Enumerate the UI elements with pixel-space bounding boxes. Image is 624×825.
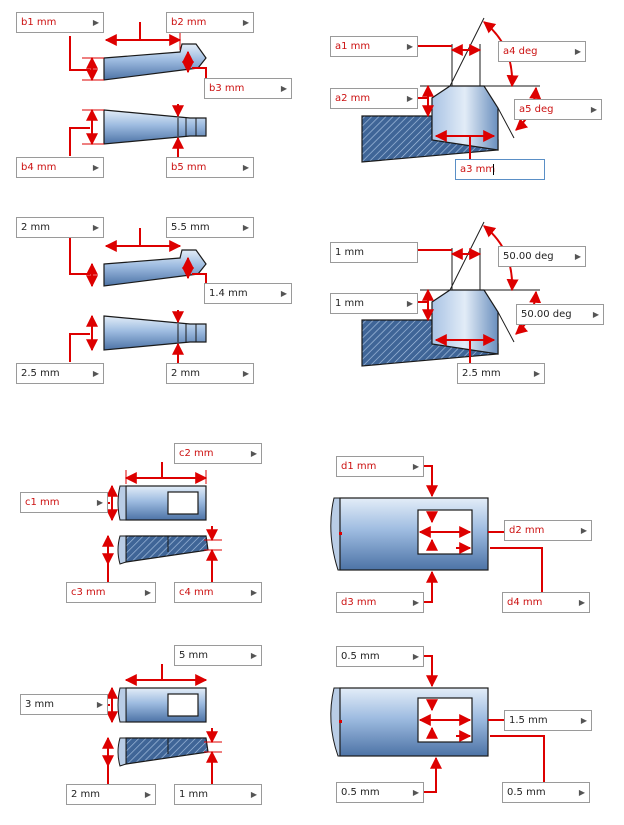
chevron-right-icon[interactable]: ▶	[242, 223, 250, 232]
chevron-right-icon[interactable]: ▶	[96, 498, 104, 507]
a-diagram-bottom	[361, 221, 542, 367]
chevron-right-icon[interactable]: ▶	[242, 18, 250, 27]
a4-label-field[interactable]: a4 deg ▶	[498, 41, 586, 62]
chevron-right-icon[interactable]: ▶	[92, 163, 100, 172]
b1-value-field[interactable]: 2 mm ▶	[16, 217, 104, 238]
chevron-right-icon[interactable]: ▶	[250, 588, 258, 597]
chevron-right-icon[interactable]: ▶	[578, 788, 586, 797]
c-diagram-bottom	[98, 664, 222, 784]
chevron-right-icon[interactable]: ▶	[250, 449, 258, 458]
c-diagram-top	[98, 462, 222, 584]
d3-label-field[interactable]: d3 mm ▶	[336, 592, 424, 613]
chevron-right-icon[interactable]: ▶	[280, 84, 288, 93]
chevron-right-icon[interactable]: ▶	[406, 42, 414, 51]
b-diagram-bottom	[69, 228, 207, 364]
d4-value-field[interactable]: 0.5 mm ▶	[502, 782, 590, 803]
a3-value-field[interactable]: 2.5 mm ▶	[457, 363, 545, 384]
a1-label-field[interactable]: a1 mm ▶	[330, 36, 418, 57]
chevron-right-icon[interactable]: ▶	[242, 163, 250, 172]
a-diagram-top	[361, 17, 542, 163]
chevron-right-icon[interactable]: ▶	[96, 700, 104, 709]
a1-value-field[interactable]: 1 mm	[330, 242, 418, 263]
c4-value-field[interactable]: 1 mm ▶	[174, 784, 262, 805]
chevron-right-icon[interactable]: ▶	[590, 105, 598, 114]
b5-label-field[interactable]: b5 mm ▶	[166, 157, 254, 178]
b2-label-field[interactable]: b2 mm ▶	[166, 12, 254, 33]
c1-value-field[interactable]: 3 mm ▶	[20, 694, 108, 715]
b5-value-field[interactable]: 2 mm ▶	[166, 363, 254, 384]
chevron-right-icon[interactable]: ▶	[250, 651, 258, 660]
chevron-right-icon[interactable]: ▶	[578, 598, 586, 607]
text-caret	[493, 164, 494, 175]
a4-value-field[interactable]: 50.00 deg ▶	[498, 246, 586, 267]
c2-label-field[interactable]: c2 mm ▶	[174, 443, 262, 464]
c2-value-field[interactable]: 5 mm ▶	[174, 645, 262, 666]
chevron-right-icon[interactable]: ▶	[533, 369, 541, 378]
b4-label-field[interactable]: b4 mm ▶	[16, 157, 104, 178]
c4-label-field[interactable]: c4 mm ▶	[174, 582, 262, 603]
a2-label-field[interactable]: a2 mm ▶	[330, 88, 418, 109]
b2-value-field[interactable]: 5.5 mm ▶	[166, 217, 254, 238]
chevron-right-icon[interactable]: ▶	[406, 94, 414, 103]
b-upper-blade	[103, 43, 207, 81]
d2-label-field[interactable]: d2 mm ▶	[504, 520, 592, 541]
b-diagram-top	[69, 22, 207, 158]
chevron-right-icon[interactable]: ▶	[580, 716, 588, 725]
chevron-right-icon[interactable]: ▶	[574, 47, 582, 56]
d3-value-field[interactable]: 0.5 mm ▶	[336, 782, 424, 803]
chevron-right-icon[interactable]: ▶	[92, 18, 100, 27]
a5-value-field[interactable]: 50.00 deg ▶	[516, 304, 604, 325]
chevron-right-icon[interactable]: ▶	[250, 790, 258, 799]
b-lower-blade	[103, 109, 207, 145]
d-diagram-bottom	[330, 655, 545, 793]
c1-label-field[interactable]: c1 mm ▶	[20, 492, 108, 513]
a3-label-field[interactable]: a3 mm	[455, 159, 545, 180]
d2-value-field[interactable]: 1.5 mm ▶	[504, 710, 592, 731]
chevron-right-icon[interactable]: ▶	[574, 252, 582, 261]
chevron-right-icon[interactable]: ▶	[406, 299, 414, 308]
a-profile	[431, 85, 499, 151]
chevron-right-icon[interactable]: ▶	[92, 369, 100, 378]
chevron-right-icon[interactable]: ▶	[144, 790, 152, 799]
chevron-right-icon[interactable]: ▶	[280, 289, 288, 298]
chevron-right-icon[interactable]: ▶	[144, 588, 152, 597]
b3-value-field[interactable]: 1.4 mm ▶	[204, 283, 292, 304]
chevron-right-icon[interactable]: ▶	[412, 788, 420, 797]
chevron-right-icon[interactable]: ▶	[242, 369, 250, 378]
b4-value-field[interactable]: 2.5 mm ▶	[16, 363, 104, 384]
c3-value-field[interactable]: 2 mm ▶	[66, 784, 156, 805]
d1-label-field[interactable]: d1 mm ▶	[336, 456, 424, 477]
chevron-right-icon[interactable]: ▶	[592, 310, 600, 319]
a2-value-field[interactable]: 1 mm ▶	[330, 293, 418, 314]
chevron-right-icon[interactable]: ▶	[580, 526, 588, 535]
c3-label-field[interactable]: c3 mm ▶	[66, 582, 156, 603]
a5-label-field[interactable]: a5 deg ▶	[514, 99, 602, 120]
chevron-right-icon[interactable]: ▶	[412, 652, 420, 661]
chevron-right-icon[interactable]: ▶	[92, 223, 100, 232]
b1-label-field[interactable]: b1 mm ▶	[16, 12, 104, 33]
b3-label-field[interactable]: b3 mm ▶	[204, 78, 292, 99]
chevron-right-icon[interactable]: ▶	[412, 462, 420, 471]
d1-value-field[interactable]: 0.5 mm ▶	[336, 646, 424, 667]
d4-label-field[interactable]: d4 mm ▶	[502, 592, 590, 613]
chevron-right-icon[interactable]: ▶	[412, 598, 420, 607]
